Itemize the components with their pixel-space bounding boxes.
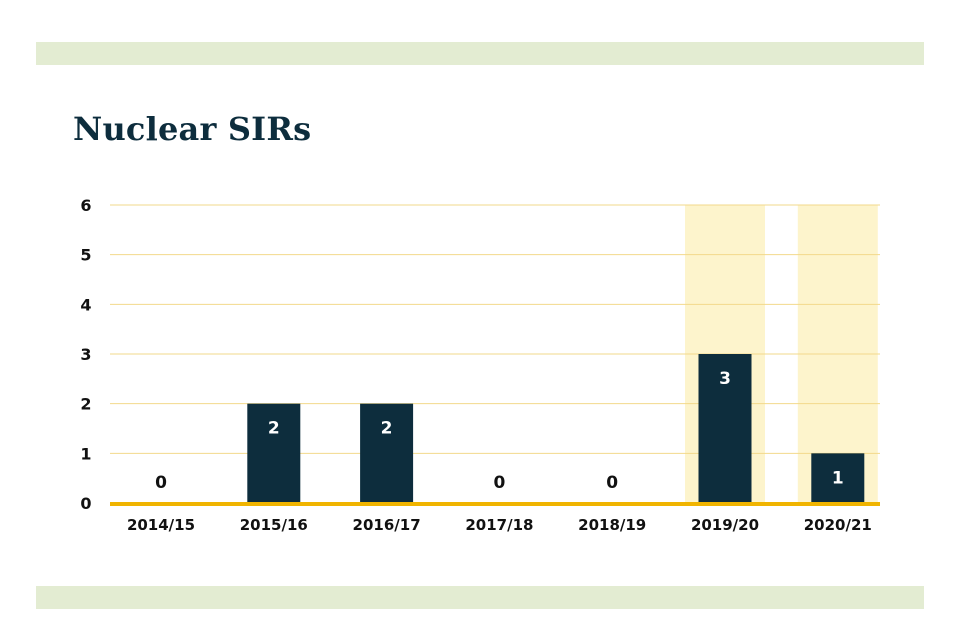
bar-value-label: 1: [832, 468, 844, 488]
bar-value-label: 0: [493, 473, 505, 493]
bar: [247, 403, 301, 503]
bar: [811, 453, 865, 503]
x-tick-label: 2018/19: [578, 516, 646, 534]
x-tick-label: 2016/17: [353, 516, 421, 534]
bar-value-label: 0: [606, 473, 618, 493]
bottom-decorative-band: [36, 586, 924, 609]
y-tick-label: 2: [80, 395, 91, 414]
x-tick-label: 2020/21: [804, 516, 872, 534]
bar-value-label: 0: [155, 473, 167, 493]
y-tick-label: 1: [80, 444, 91, 463]
x-tick-label: 2015/16: [240, 516, 308, 534]
bar: [698, 354, 752, 503]
y-tick-label: 6: [80, 196, 91, 215]
bar-value-label: 3: [719, 369, 731, 389]
x-tick-label: 2014/15: [127, 516, 195, 534]
y-tick-label: 3: [80, 345, 91, 364]
y-tick-label: 4: [80, 295, 91, 314]
y-tick-label: 5: [80, 246, 91, 265]
bar-value-label: 2: [268, 419, 280, 439]
x-tick-label: 2017/18: [465, 516, 533, 534]
bar-value-label: 2: [381, 419, 393, 439]
top-decorative-band: [36, 42, 924, 65]
y-tick-label: 0: [80, 494, 91, 513]
x-tick-label: 2019/20: [691, 516, 759, 534]
chart-title: Nuclear SIRs: [73, 110, 312, 148]
bar: [360, 403, 414, 503]
